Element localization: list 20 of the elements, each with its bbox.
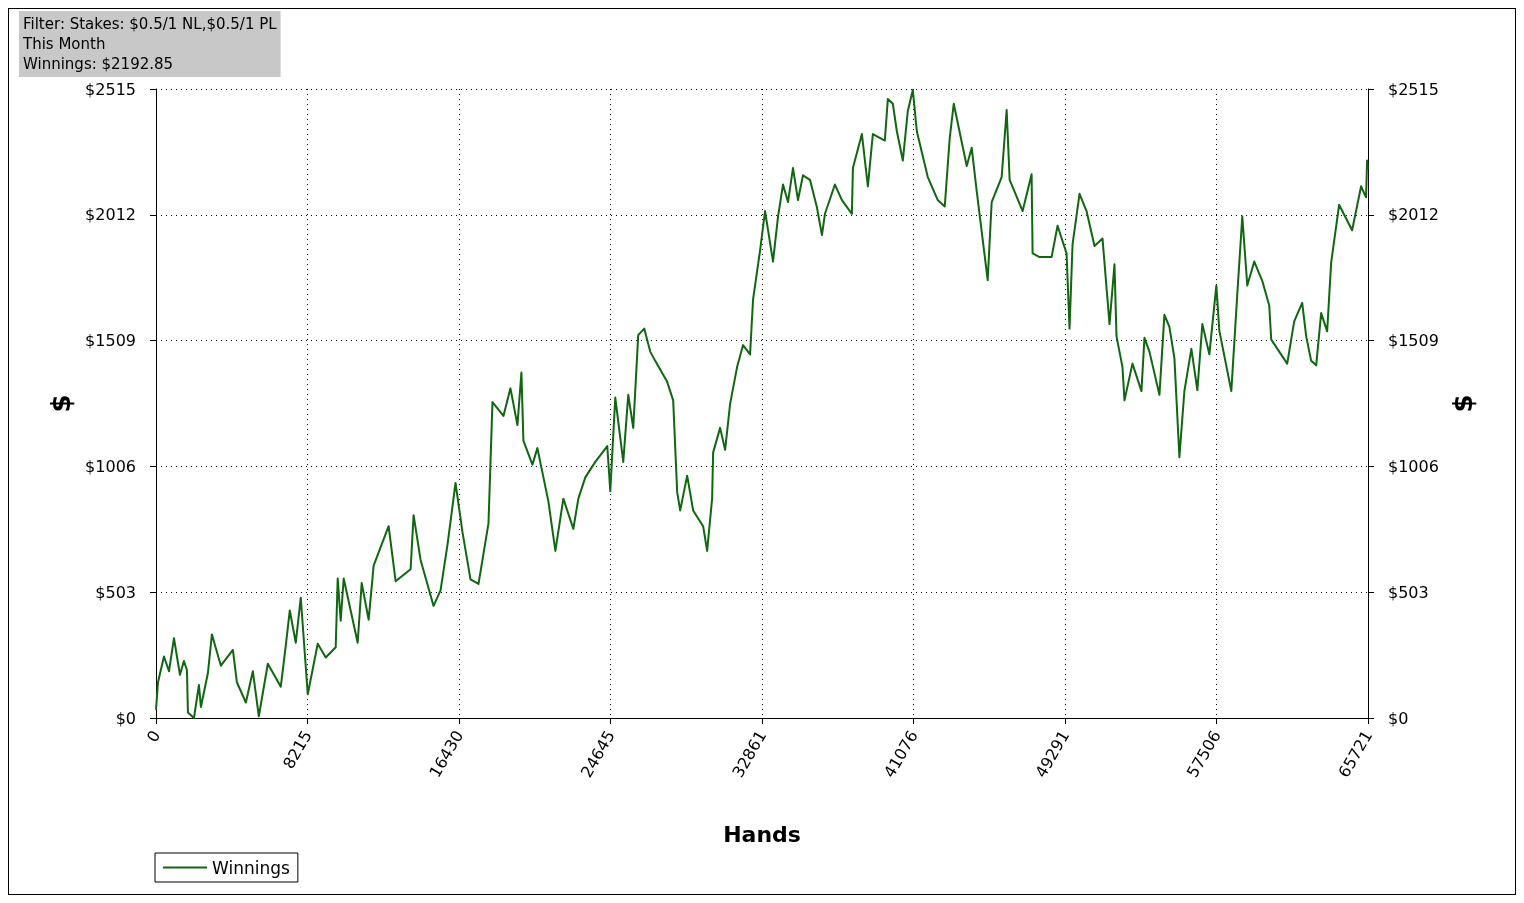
y2-tick-label: $1509	[1388, 331, 1439, 351]
y-tick-label: $2515	[85, 79, 136, 99]
text: Winnings: $2192.85	[23, 55, 174, 73]
y-tick-label: $503	[95, 582, 136, 602]
x-tick-label: 0	[142, 727, 165, 746]
y-tick-label: $1006	[85, 456, 136, 476]
y2-tick-label: $0	[1388, 708, 1409, 728]
y2-axis-title: $	[1447, 394, 1478, 413]
legend-label: Winnings	[212, 857, 290, 878]
text: Filter: Stakes: $0.5/1 NL,$0.5/1 PL	[23, 15, 278, 33]
text: This Month	[22, 35, 106, 53]
y2-tick-label: $503	[1388, 582, 1429, 602]
x-axis-title: Hands	[723, 821, 801, 847]
y-tick-label: $2012	[85, 205, 136, 225]
y-tick-label: $0	[115, 708, 136, 728]
y2-tick-label: $2012	[1388, 205, 1439, 225]
y2-tick-label: $2515	[1388, 79, 1439, 99]
y-tick-label: $1509	[85, 331, 136, 351]
y-axis-title: $	[46, 394, 77, 413]
y2-tick-label: $1006	[1388, 456, 1439, 476]
